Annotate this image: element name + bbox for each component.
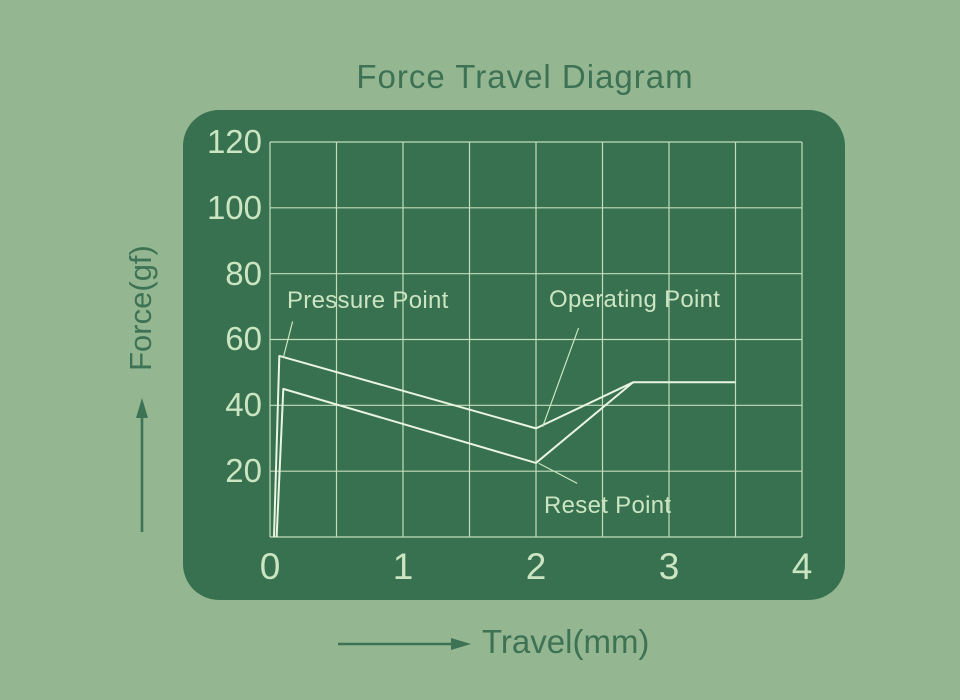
pressure-point-annotation: Pressure Point: [287, 287, 449, 314]
y-axis-label: Force(gf): [123, 245, 158, 371]
chart-panel: [183, 110, 845, 600]
y-tick-label: 80: [225, 254, 262, 292]
x-tick-label: 4: [791, 546, 813, 587]
x-tick-label: 3: [658, 546, 680, 587]
x-tick-label: 2: [525, 546, 547, 587]
x-tick-label: 0: [259, 546, 281, 587]
operating-point-annotation: Operating Point: [549, 286, 721, 313]
reset-point-annotation: Reset Point: [544, 492, 672, 519]
x-axis-label: Travel(mm): [482, 623, 650, 660]
x-tick-label: 1: [392, 546, 414, 587]
y-tick-label: 100: [206, 188, 262, 226]
chart-title: Force Travel Diagram: [356, 58, 694, 95]
x-axis-arrow-right-icon: [338, 638, 471, 650]
y-tick-label: 120: [206, 122, 262, 160]
y-tick-label: 40: [225, 386, 262, 424]
y-tick-label: 20: [225, 452, 262, 490]
y-axis-arrow-up-icon: [136, 398, 148, 532]
y-tick-label: 60: [225, 320, 262, 358]
